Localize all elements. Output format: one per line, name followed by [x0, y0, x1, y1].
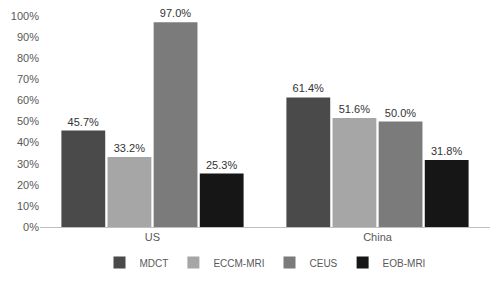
svg-text:CEUS: CEUS	[310, 258, 338, 269]
svg-text:80%: 80%	[17, 52, 39, 64]
svg-text:30%: 30%	[17, 158, 39, 170]
svg-text:ECCM-MRI: ECCM-MRI	[213, 258, 264, 269]
svg-text:70%: 70%	[17, 73, 39, 85]
svg-text:50%: 50%	[17, 115, 39, 127]
svg-text:China: China	[363, 231, 393, 243]
svg-text:10%: 10%	[17, 200, 39, 212]
svg-text:97.0%: 97.0%	[160, 7, 191, 19]
svg-text:45.7%: 45.7%	[68, 116, 99, 128]
svg-text:EOB-MRI: EOB-MRI	[383, 258, 426, 269]
svg-text:20%: 20%	[17, 179, 39, 191]
svg-text:40%: 40%	[17, 136, 39, 148]
svg-text:51.6%: 51.6%	[339, 103, 370, 115]
svg-text:US: US	[145, 231, 160, 243]
svg-text:50.0%: 50.0%	[385, 107, 416, 119]
svg-text:MDCT: MDCT	[140, 258, 169, 269]
svg-text:90%: 90%	[17, 31, 39, 43]
svg-text:60%: 60%	[17, 94, 39, 106]
svg-text:25.3%: 25.3%	[206, 159, 237, 171]
svg-text:31.8%: 31.8%	[431, 145, 462, 157]
svg-text:0%: 0%	[23, 221, 39, 233]
svg-text:33.2%: 33.2%	[114, 142, 145, 154]
svg-text:100%: 100%	[11, 10, 39, 22]
svg-text:61.4%: 61.4%	[293, 82, 324, 94]
